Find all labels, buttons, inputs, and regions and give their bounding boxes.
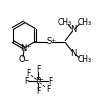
- Text: CH₃: CH₃: [77, 55, 91, 64]
- Text: CH₃: CH₃: [57, 18, 71, 27]
- Text: −: −: [38, 77, 43, 83]
- Text: F: F: [46, 84, 50, 94]
- Text: +: +: [25, 44, 30, 49]
- Text: N: N: [70, 25, 76, 34]
- Text: O: O: [19, 54, 25, 64]
- Text: F: F: [36, 88, 40, 97]
- Text: N: N: [70, 49, 76, 58]
- Text: P: P: [35, 77, 41, 85]
- Text: −: −: [23, 57, 28, 62]
- Text: F: F: [36, 66, 40, 74]
- Text: CH₃: CH₃: [77, 18, 91, 27]
- Text: +: +: [50, 37, 55, 43]
- Text: F: F: [48, 77, 52, 85]
- Text: F: F: [24, 77, 28, 85]
- Text: F: F: [26, 68, 30, 77]
- Text: N: N: [20, 44, 27, 53]
- Text: S: S: [47, 37, 52, 46]
